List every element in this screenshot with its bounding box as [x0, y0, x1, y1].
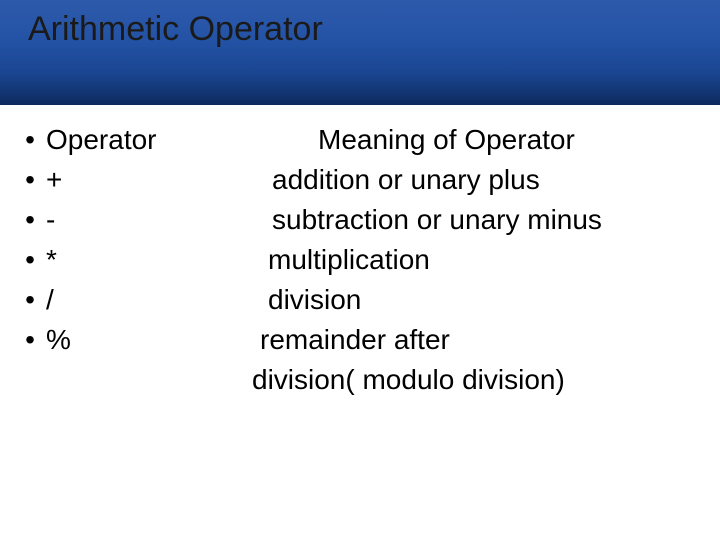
- content-area: • Operator Meaning of Operator • + addit…: [0, 105, 720, 399]
- title-band: Arithmetic Operator: [0, 0, 720, 105]
- bullet-icon: •: [20, 161, 40, 199]
- bullet-icon: •: [20, 321, 40, 359]
- operator-row: • - subtraction or unary minus: [20, 201, 700, 239]
- operator-symbol: /: [40, 281, 260, 319]
- operator-meaning: division: [260, 281, 700, 319]
- operator-symbol: *: [40, 241, 260, 279]
- operator-row: • % remainder after: [20, 321, 700, 359]
- bullet-icon: •: [20, 281, 40, 319]
- bullet-icon: •: [20, 201, 40, 239]
- header-meaning-label: Meaning of Operator: [260, 121, 700, 159]
- operator-meaning: multiplication: [260, 241, 700, 279]
- operator-meaning: subtraction or unary minus: [260, 201, 700, 239]
- continuation-row: division( modulo division): [20, 361, 700, 399]
- operator-meaning: remainder after: [260, 321, 700, 359]
- slide-title: Arithmetic Operator: [28, 10, 323, 49]
- operator-row: • * multiplication: [20, 241, 700, 279]
- operator-row: • + addition or unary plus: [20, 161, 700, 199]
- header-row: • Operator Meaning of Operator: [20, 121, 700, 159]
- operator-symbol: %: [40, 321, 260, 359]
- operator-row: • / division: [20, 281, 700, 319]
- continuation-spacer: [20, 361, 260, 399]
- continuation-text: division( modulo division): [252, 361, 565, 399]
- operator-symbol: +: [40, 161, 260, 199]
- bullet-icon: •: [20, 121, 40, 159]
- bullet-icon: •: [20, 241, 40, 279]
- operator-meaning: addition or unary plus: [260, 161, 700, 199]
- operator-symbol: -: [40, 201, 260, 239]
- header-operator-label: Operator: [40, 121, 260, 159]
